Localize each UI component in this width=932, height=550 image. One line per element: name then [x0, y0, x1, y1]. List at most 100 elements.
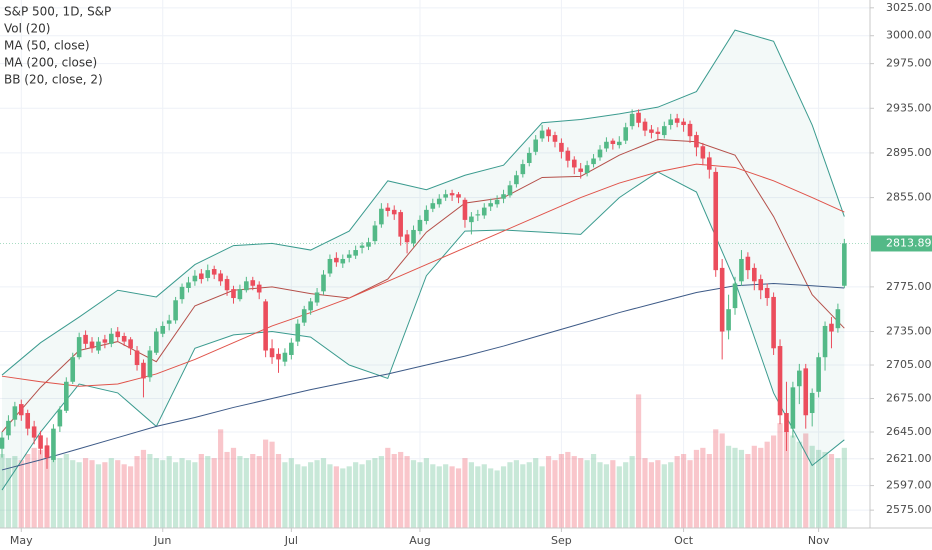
volume-bar	[494, 470, 500, 528]
candle-body	[109, 333, 114, 344]
volume-bar	[140, 449, 147, 528]
volume-bar	[179, 458, 185, 528]
volume-bar	[275, 454, 282, 528]
candle-body	[411, 229, 416, 244]
volume-bar	[475, 466, 481, 528]
candle-body	[571, 159, 577, 168]
volume-bar	[552, 460, 558, 528]
volume-bar	[333, 466, 339, 528]
volume-bar	[751, 445, 757, 528]
bb-basis	[1, 139, 845, 433]
candle-body	[758, 279, 764, 291]
candle-body	[173, 300, 178, 321]
candle-body	[121, 336, 127, 342]
volume-bar	[828, 454, 835, 528]
candle-body	[269, 348, 275, 358]
volume-bar	[82, 458, 89, 528]
candle-body	[154, 331, 159, 353]
volume-bar	[340, 468, 346, 528]
y-tick-label: 3025.00	[886, 1, 932, 14]
candle-body	[488, 203, 493, 207]
candle-body	[584, 165, 590, 174]
candle-body	[398, 212, 403, 237]
candle-body	[526, 152, 532, 163]
candle-body	[276, 353, 281, 360]
candle-body	[417, 219, 423, 232]
candle-body	[199, 273, 204, 280]
candle-body	[591, 158, 596, 165]
x-tick-label: Sep	[551, 534, 572, 547]
volume-bar	[76, 462, 82, 528]
volume-bar	[468, 462, 474, 528]
candle-body	[244, 281, 249, 291]
candle-body	[481, 207, 487, 216]
volume-bar	[404, 456, 410, 528]
volume-bar	[288, 458, 294, 528]
volume-bar	[603, 464, 610, 528]
candle-body	[456, 194, 461, 198]
candle-body	[501, 194, 506, 199]
y-tick-label: 2975.00	[886, 57, 932, 70]
candle-body	[25, 413, 31, 429]
volume-bar	[346, 466, 352, 528]
volume-bar	[250, 454, 256, 528]
volume-bar	[655, 460, 661, 528]
candle-body	[218, 273, 223, 282]
volume-bar	[610, 460, 616, 528]
x-tick-label: Nov	[808, 534, 830, 547]
volume-bar	[687, 460, 693, 528]
volume-bar	[12, 456, 18, 528]
volume-bar	[462, 458, 468, 528]
volume-bar	[835, 458, 841, 528]
y-tick-label: 2895.00	[886, 146, 932, 159]
candle-body	[51, 428, 56, 460]
y-tick-label: 2621.00	[886, 452, 932, 465]
candle-body	[809, 392, 815, 414]
candle-body	[494, 199, 500, 205]
candle-body	[514, 175, 519, 185]
candle-body	[469, 216, 474, 223]
candle-body	[57, 409, 63, 427]
volume-bar	[166, 456, 172, 528]
candle-body	[366, 242, 371, 247]
candle-body	[700, 146, 706, 159]
candle-body	[797, 370, 802, 387]
y-tick-label: 2935.00	[886, 101, 932, 114]
candle-body	[301, 309, 307, 323]
volume-bar	[153, 458, 159, 528]
candle-body	[546, 129, 551, 137]
axes: 3025.00 3000.00 2975.00 2935.00 2895.00 2855.…	[10, 1, 932, 547]
candle-body	[462, 199, 468, 220]
y-tick-label: 2855.00	[886, 191, 932, 204]
volume-bar	[616, 466, 622, 528]
candle-body	[674, 118, 680, 123]
candle-body	[533, 139, 538, 152]
legend-entry: MA (50, close)	[4, 39, 90, 53]
candle-body	[0, 437, 5, 449]
volume-bar	[18, 460, 24, 528]
candle-body	[726, 309, 731, 331]
candle-body	[128, 339, 133, 349]
candle-body	[372, 225, 378, 242]
candle-body	[70, 357, 76, 382]
volume-bar	[668, 462, 674, 528]
volume-bar	[205, 456, 211, 528]
volume-bar	[89, 460, 95, 528]
legend-entry: MA (200, close)	[4, 56, 97, 70]
volume-bar	[263, 439, 269, 528]
volume-bar	[353, 462, 359, 528]
candle-body	[610, 140, 616, 144]
candle-body	[186, 282, 191, 288]
candle-body	[623, 127, 629, 141]
candle-body	[552, 135, 558, 142]
candle-body	[166, 320, 172, 324]
volume-bar	[436, 466, 442, 528]
y-tick-label: 2675.00	[886, 392, 932, 405]
candle-body	[507, 185, 513, 196]
volume-bar	[398, 451, 404, 528]
volume-bar	[417, 462, 423, 528]
volume-bar	[642, 458, 648, 528]
volume-bar	[713, 429, 719, 528]
candle-body	[18, 404, 24, 416]
volume-bar	[5, 458, 12, 528]
